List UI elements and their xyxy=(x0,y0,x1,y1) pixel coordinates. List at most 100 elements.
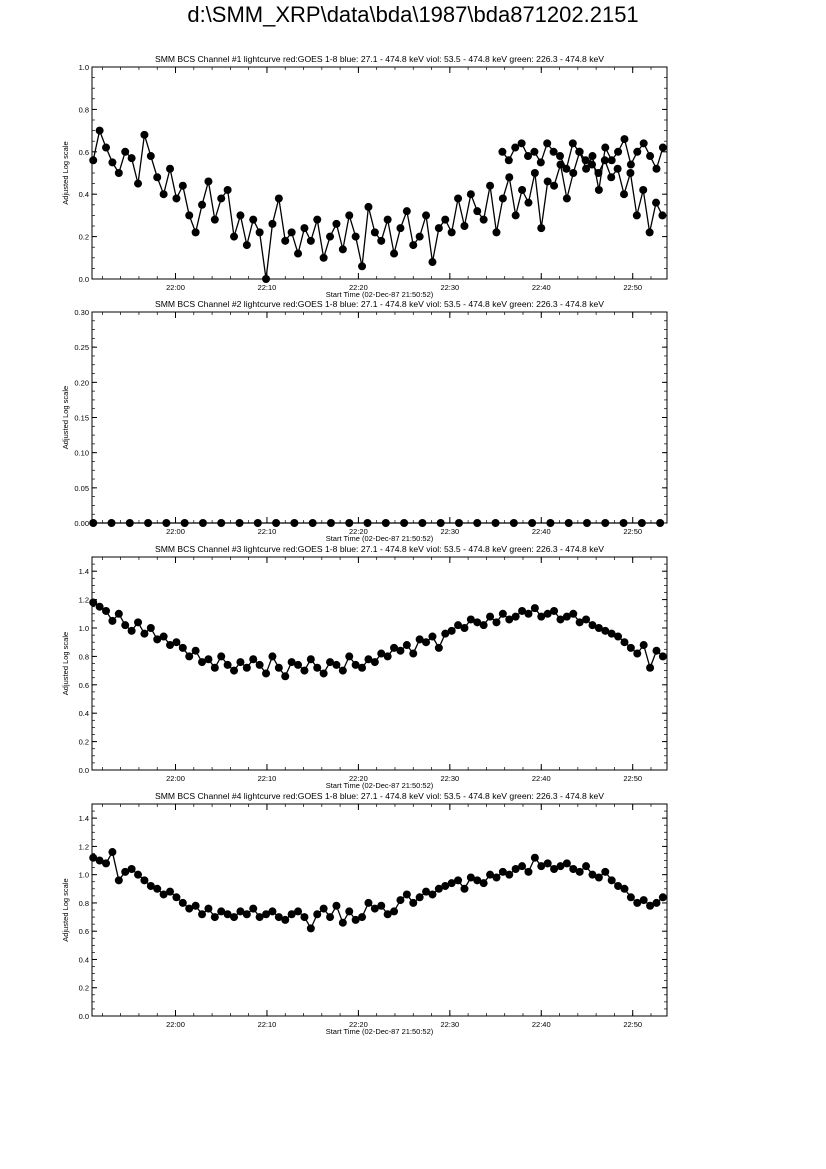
chart-4-data-point xyxy=(652,898,661,907)
chart-3-data-point xyxy=(313,663,322,672)
chart-2-data-point xyxy=(546,519,555,527)
chart-4-data-point xyxy=(210,913,219,922)
chart-2-data-point xyxy=(363,519,372,527)
chart-4-data-point xyxy=(108,848,117,857)
chart-2-frame xyxy=(91,311,668,524)
chart-3-data-point xyxy=(498,609,507,618)
chart-4-data-point xyxy=(594,873,603,882)
chart-1-data-point xyxy=(338,245,347,254)
chart-2-xtick-label: 22:00 xyxy=(166,527,185,536)
chart-1-data-point xyxy=(639,139,648,148)
chart-3-xtick-label: 22:50 xyxy=(623,774,642,783)
chart-4-data-point xyxy=(633,898,642,907)
chart-3-data-point xyxy=(172,638,181,647)
chart-3-data-point xyxy=(639,641,648,650)
chart-1-xtick-label: 22:10 xyxy=(258,283,277,292)
chart-3-data-point xyxy=(300,666,309,675)
chart-3-data-point xyxy=(454,621,463,630)
chart-1-xtick-label: 22:30 xyxy=(440,283,459,292)
chart-1-data-point xyxy=(652,164,661,173)
chart-1-data-point xyxy=(582,164,591,173)
chart-4-data-point xyxy=(434,884,443,893)
chart-4-data-point xyxy=(102,859,111,868)
chart-3-data-point xyxy=(204,655,213,664)
chart-2-data-point xyxy=(326,519,335,527)
chart-3-data-point xyxy=(140,629,149,638)
chart-2-data-point xyxy=(436,519,445,527)
chart-4-data-point xyxy=(646,901,655,910)
chart-3-data-point xyxy=(358,663,367,672)
chart-1-data-point xyxy=(466,190,475,199)
chart-4-data-point xyxy=(658,893,667,902)
chart-1-data-point xyxy=(460,222,469,230)
chart-2-data-point xyxy=(491,519,500,527)
chart-2-title: SMM BCS Channel #2 lightcurve red:GOES 1… xyxy=(155,299,604,309)
chart-4-data-point xyxy=(300,913,309,922)
chart-4-data-point xyxy=(460,884,469,893)
chart-2-ytick-label: 0.15 xyxy=(74,414,89,423)
chart-4-data-point xyxy=(396,896,405,905)
chart-4-data-point xyxy=(185,904,194,913)
chart-2-ytick-label: 0.00 xyxy=(74,519,89,528)
chart-4-data-point xyxy=(575,867,584,876)
chart-3-data-point xyxy=(652,646,661,655)
chart-3-data-point xyxy=(447,626,456,635)
chart-4-xtick-label: 22:40 xyxy=(532,1020,551,1029)
chart-3-data-point xyxy=(550,606,559,615)
chart-2-data-point xyxy=(180,519,189,527)
chart-1-data-point xyxy=(473,207,482,216)
chart-3-data-point xyxy=(473,618,482,627)
chart-3-data-point xyxy=(428,632,437,641)
chart-1-data-point xyxy=(370,228,379,237)
chart-1-ytick-label: 0.0 xyxy=(79,275,89,284)
chart-1-data-point xyxy=(492,228,501,237)
chart-1-data-point xyxy=(191,228,200,237)
chart-3-frame xyxy=(91,556,668,771)
chart-3-data-point xyxy=(402,641,411,650)
chart-1-data-point xyxy=(140,130,149,139)
chart-3-data-point xyxy=(524,609,533,618)
chart-1-data-point xyxy=(204,177,213,186)
chart-1-data-point xyxy=(102,143,111,152)
chart-3-data-point xyxy=(562,612,571,621)
chart-1-data-point xyxy=(268,219,277,228)
chart-3-data-point xyxy=(383,652,392,661)
chart-4-data-point xyxy=(614,881,623,890)
chart-1-data-point xyxy=(588,160,597,169)
chart-1-data-point xyxy=(249,215,258,224)
chart-1-data-point xyxy=(658,143,667,152)
chart-4-data-point xyxy=(607,876,616,885)
chart-4-data-point xyxy=(326,913,335,922)
chart-1-data-point xyxy=(626,160,635,169)
chart-3-data-point xyxy=(633,649,642,658)
chart-4-data-point xyxy=(639,896,648,905)
chart-1-data-point xyxy=(153,173,162,182)
chart-2-xtick-label: 22:30 xyxy=(440,527,459,536)
chart-2-data-point xyxy=(528,519,537,527)
chart-4-data-point xyxy=(146,881,155,890)
chart-4-xtick-label: 22:10 xyxy=(258,1020,277,1029)
chart-1-data-point xyxy=(300,224,309,233)
chart-3-data-point xyxy=(626,643,635,652)
chart-4-ytick-label: 0.2 xyxy=(79,984,89,993)
chart-3-data-point xyxy=(390,643,399,652)
chart-1-ytick-label: 0.2 xyxy=(79,233,89,242)
chart-3-data-point xyxy=(338,666,347,675)
chart-4-ytick-label: 0.6 xyxy=(79,927,89,936)
chart-3-ytick-label: 1.4 xyxy=(79,567,89,576)
chart-1-xtick-label: 22:40 xyxy=(532,283,551,292)
chart-1-data-point xyxy=(626,169,635,177)
chart-4-data-point xyxy=(236,907,245,916)
chart-2-ytick-label: 0.10 xyxy=(74,449,89,458)
chart-3-data-point xyxy=(319,669,328,678)
chart-4-ylabel: Adjusted Log scale xyxy=(61,878,70,941)
chart-3-data-point xyxy=(588,621,597,630)
chart-4-data-point xyxy=(377,901,386,910)
chart-3-data-point xyxy=(415,635,424,644)
chart-1-data-point xyxy=(134,179,143,188)
chart-4-ytick-label: 1.4 xyxy=(79,814,89,823)
chart-2-data-point xyxy=(144,519,153,527)
chart-3-data-point xyxy=(601,626,610,635)
chart-1-data-point xyxy=(319,253,328,262)
